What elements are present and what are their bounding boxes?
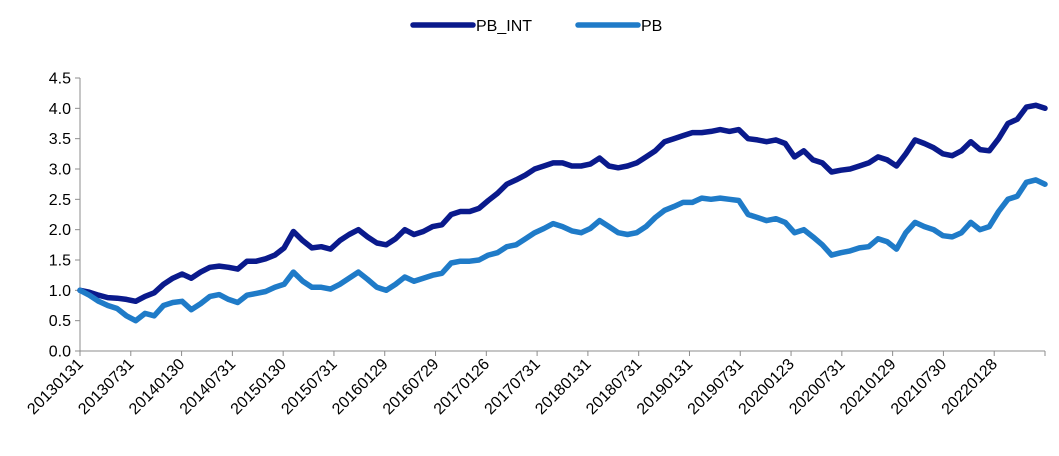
series-layer [77,102,1048,324]
y-tick-label: 4.0 [49,101,71,118]
x-tick-label: 20220128 [939,356,1001,418]
y-tick-label: 1.0 [49,283,71,300]
y-tick-label: 1.5 [49,253,71,270]
y-tick-label: 2.5 [49,192,71,209]
series-line-pb-int [77,102,1048,305]
x-axis: 2013013120130731201401302014073120150130… [24,350,1046,418]
legend-label: PB [641,18,662,35]
y-tick-label: 0.5 [49,313,71,330]
y-axis: 0.0 0.5 1.0 1.5 2.0 2.5 3.0 3.5 4.0 4.5 [49,71,81,361]
y-tick-label: 3.5 [49,131,71,148]
legend: PB_INT PB [410,18,662,35]
legend-label: PB_INT [476,18,532,35]
y-tick-label: 0.0 [49,344,71,361]
series-line-pb [77,177,1048,324]
y-tick-label: 2.0 [49,222,71,239]
y-tick-label: 3.0 [49,162,71,179]
y-tick-label: 4.5 [49,71,71,88]
